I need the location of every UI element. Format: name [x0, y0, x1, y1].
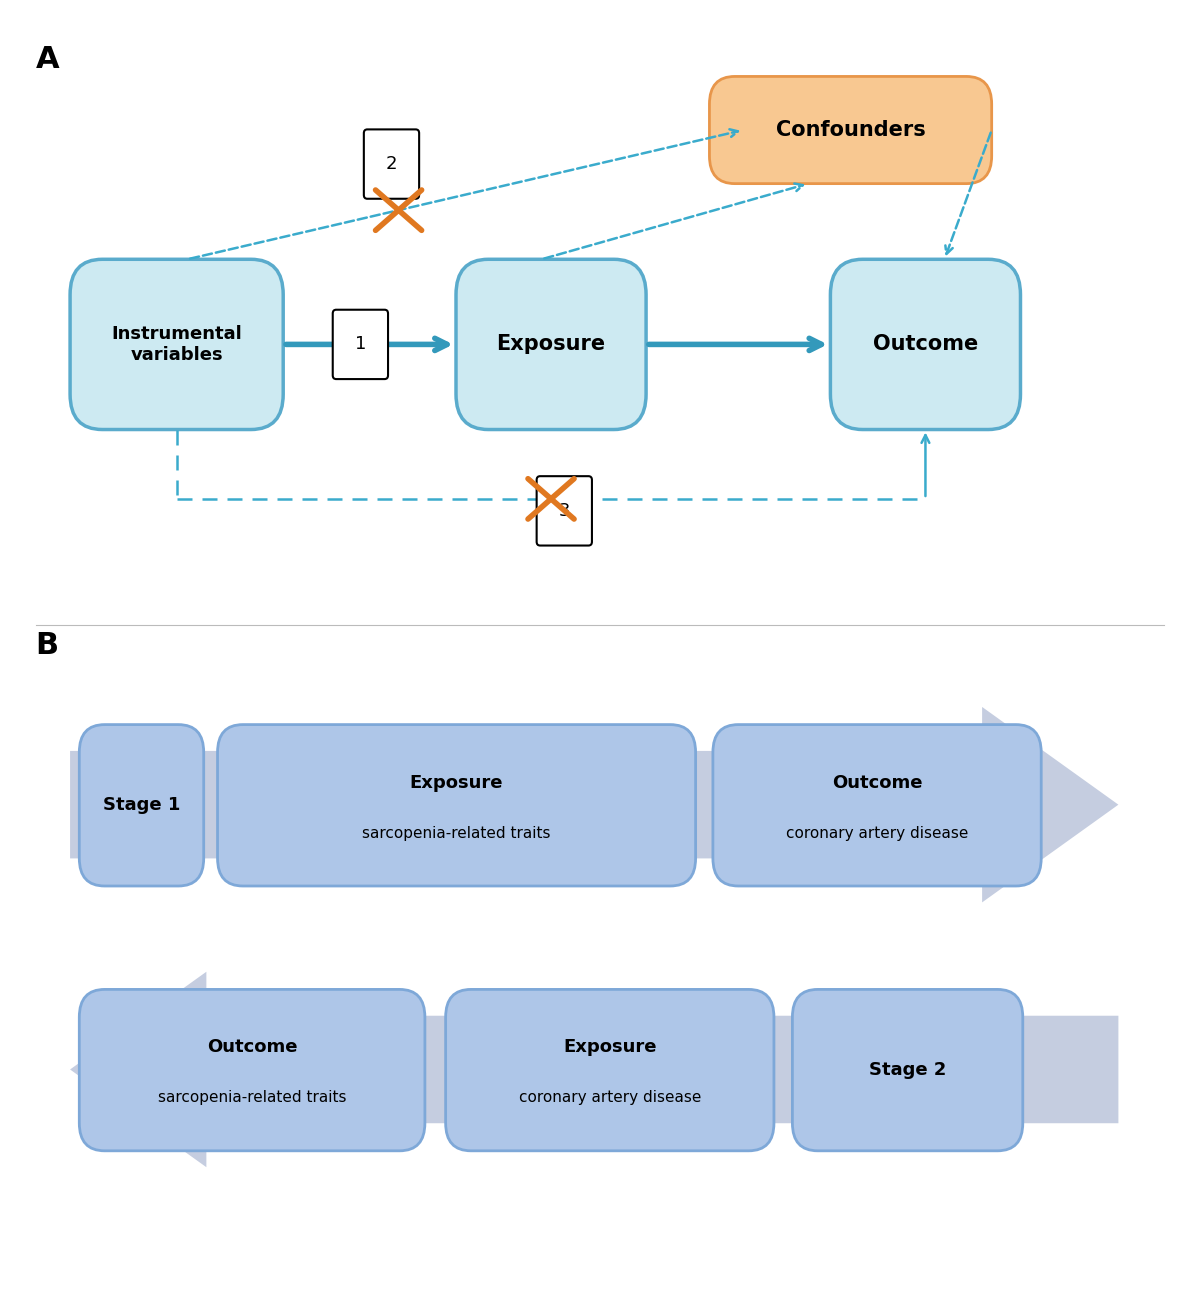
- Text: Exposure: Exposure: [497, 334, 606, 355]
- Text: Outcome: Outcome: [206, 1039, 298, 1057]
- FancyBboxPatch shape: [713, 724, 1042, 887]
- Text: A: A: [36, 46, 59, 74]
- Text: 1: 1: [355, 335, 366, 354]
- Text: Outcome: Outcome: [872, 334, 978, 355]
- FancyBboxPatch shape: [79, 989, 425, 1150]
- FancyBboxPatch shape: [364, 130, 419, 199]
- FancyBboxPatch shape: [79, 724, 204, 887]
- Text: Exposure: Exposure: [410, 774, 503, 792]
- Polygon shape: [70, 707, 1118, 902]
- FancyBboxPatch shape: [217, 724, 696, 887]
- Text: 3: 3: [558, 502, 570, 520]
- FancyBboxPatch shape: [456, 259, 646, 429]
- Text: Instrumental
variables: Instrumental variables: [112, 325, 242, 364]
- FancyBboxPatch shape: [70, 259, 283, 429]
- Text: Outcome: Outcome: [832, 774, 923, 792]
- Text: sarcopenia-related traits: sarcopenia-related traits: [362, 826, 551, 841]
- Text: Stage 1: Stage 1: [103, 797, 180, 814]
- FancyBboxPatch shape: [830, 259, 1020, 429]
- Text: Stage 2: Stage 2: [869, 1061, 947, 1079]
- Text: Exposure: Exposure: [563, 1039, 656, 1057]
- FancyBboxPatch shape: [536, 476, 592, 546]
- Polygon shape: [70, 972, 1118, 1167]
- Text: sarcopenia-related traits: sarcopenia-related traits: [158, 1091, 347, 1105]
- FancyBboxPatch shape: [792, 989, 1022, 1150]
- Text: coronary artery disease: coronary artery disease: [518, 1091, 701, 1105]
- Text: 2: 2: [385, 155, 397, 173]
- FancyBboxPatch shape: [709, 77, 991, 183]
- Text: B: B: [36, 632, 59, 660]
- FancyBboxPatch shape: [332, 309, 388, 380]
- Text: coronary artery disease: coronary artery disease: [786, 826, 968, 841]
- FancyBboxPatch shape: [445, 989, 774, 1150]
- Text: Confounders: Confounders: [775, 120, 925, 140]
